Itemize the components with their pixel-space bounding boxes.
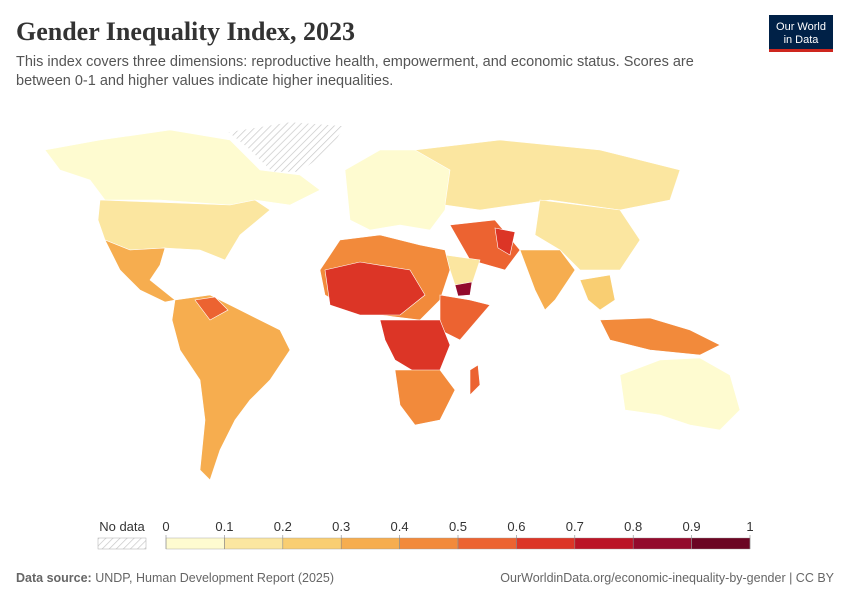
greenland (227, 121, 346, 173)
legend-tick-label: 0.4 (391, 519, 409, 534)
venezuela (194, 296, 229, 321)
legend-tick-label: 0.2 (274, 519, 292, 534)
china (534, 199, 641, 271)
afghanistan (494, 227, 516, 256)
subtitle: between 0-1 and higher values indicate h… (16, 73, 393, 89)
legend-tick-label: 0.6 (507, 519, 525, 534)
legend-bin (574, 537, 634, 550)
source-label: Data source: (16, 571, 92, 585)
central-africa (379, 319, 451, 376)
legend-no-data-swatch (97, 537, 147, 550)
logo-bar (769, 49, 833, 52)
sahel (324, 261, 426, 316)
legend-bin (399, 537, 459, 550)
legend-no-data-label: No data (99, 519, 145, 534)
legend-bin (282, 537, 342, 550)
horn-of-africa (439, 294, 491, 341)
legend-tick-label: 0.8 (624, 519, 642, 534)
russia (414, 139, 681, 211)
source-text: UNDP, Human Development Report (2025) (95, 571, 334, 585)
legend-tick-label: 0.5 (449, 519, 467, 534)
source: Data source: UNDP, Human Development Rep… (16, 571, 334, 585)
legend-tick-label: 0 (162, 519, 169, 534)
south-america (171, 294, 291, 481)
legend-bin (457, 537, 517, 550)
legend-bin (341, 537, 400, 550)
india (519, 249, 576, 311)
yemen (454, 281, 473, 297)
title: Gender Inequality Index, 2023 (16, 17, 355, 46)
legend-tick-label: 0.3 (332, 519, 350, 534)
logo-text: in Data (784, 34, 820, 46)
indonesia (599, 317, 721, 356)
legend-bin (165, 537, 225, 550)
legend: No data 0 0.1 0.2 0.3 0.4 0.5 0.6 0.7 0.8 0.9 1 (97, 519, 754, 550)
logo-text: Our World (776, 21, 826, 33)
canada (44, 129, 321, 206)
subtitle: This index covers three dimensions: repr… (16, 54, 694, 70)
southeast-asia (579, 274, 616, 311)
legend-bin (516, 537, 576, 550)
legend-tick-label: 0.9 (683, 519, 701, 534)
southern-africa (394, 369, 456, 426)
usa (97, 199, 271, 261)
logo-box (769, 15, 833, 51)
logo[interactable]: Our World in Data (769, 15, 833, 52)
australia (619, 357, 741, 431)
legend-bin (633, 537, 692, 550)
map (44, 121, 741, 481)
legend-tick-label: 1 (746, 519, 753, 534)
madagascar (469, 364, 481, 396)
europe (344, 149, 451, 231)
footer-url[interactable]: OurWorldinData.org/economic-inequality-b… (500, 571, 834, 585)
mexico (104, 239, 176, 303)
legend-tick-label: 0.1 (215, 519, 233, 534)
legend-bin (691, 537, 751, 550)
legend-tick-label: 0.7 (566, 519, 584, 534)
legend-bin (224, 537, 283, 550)
